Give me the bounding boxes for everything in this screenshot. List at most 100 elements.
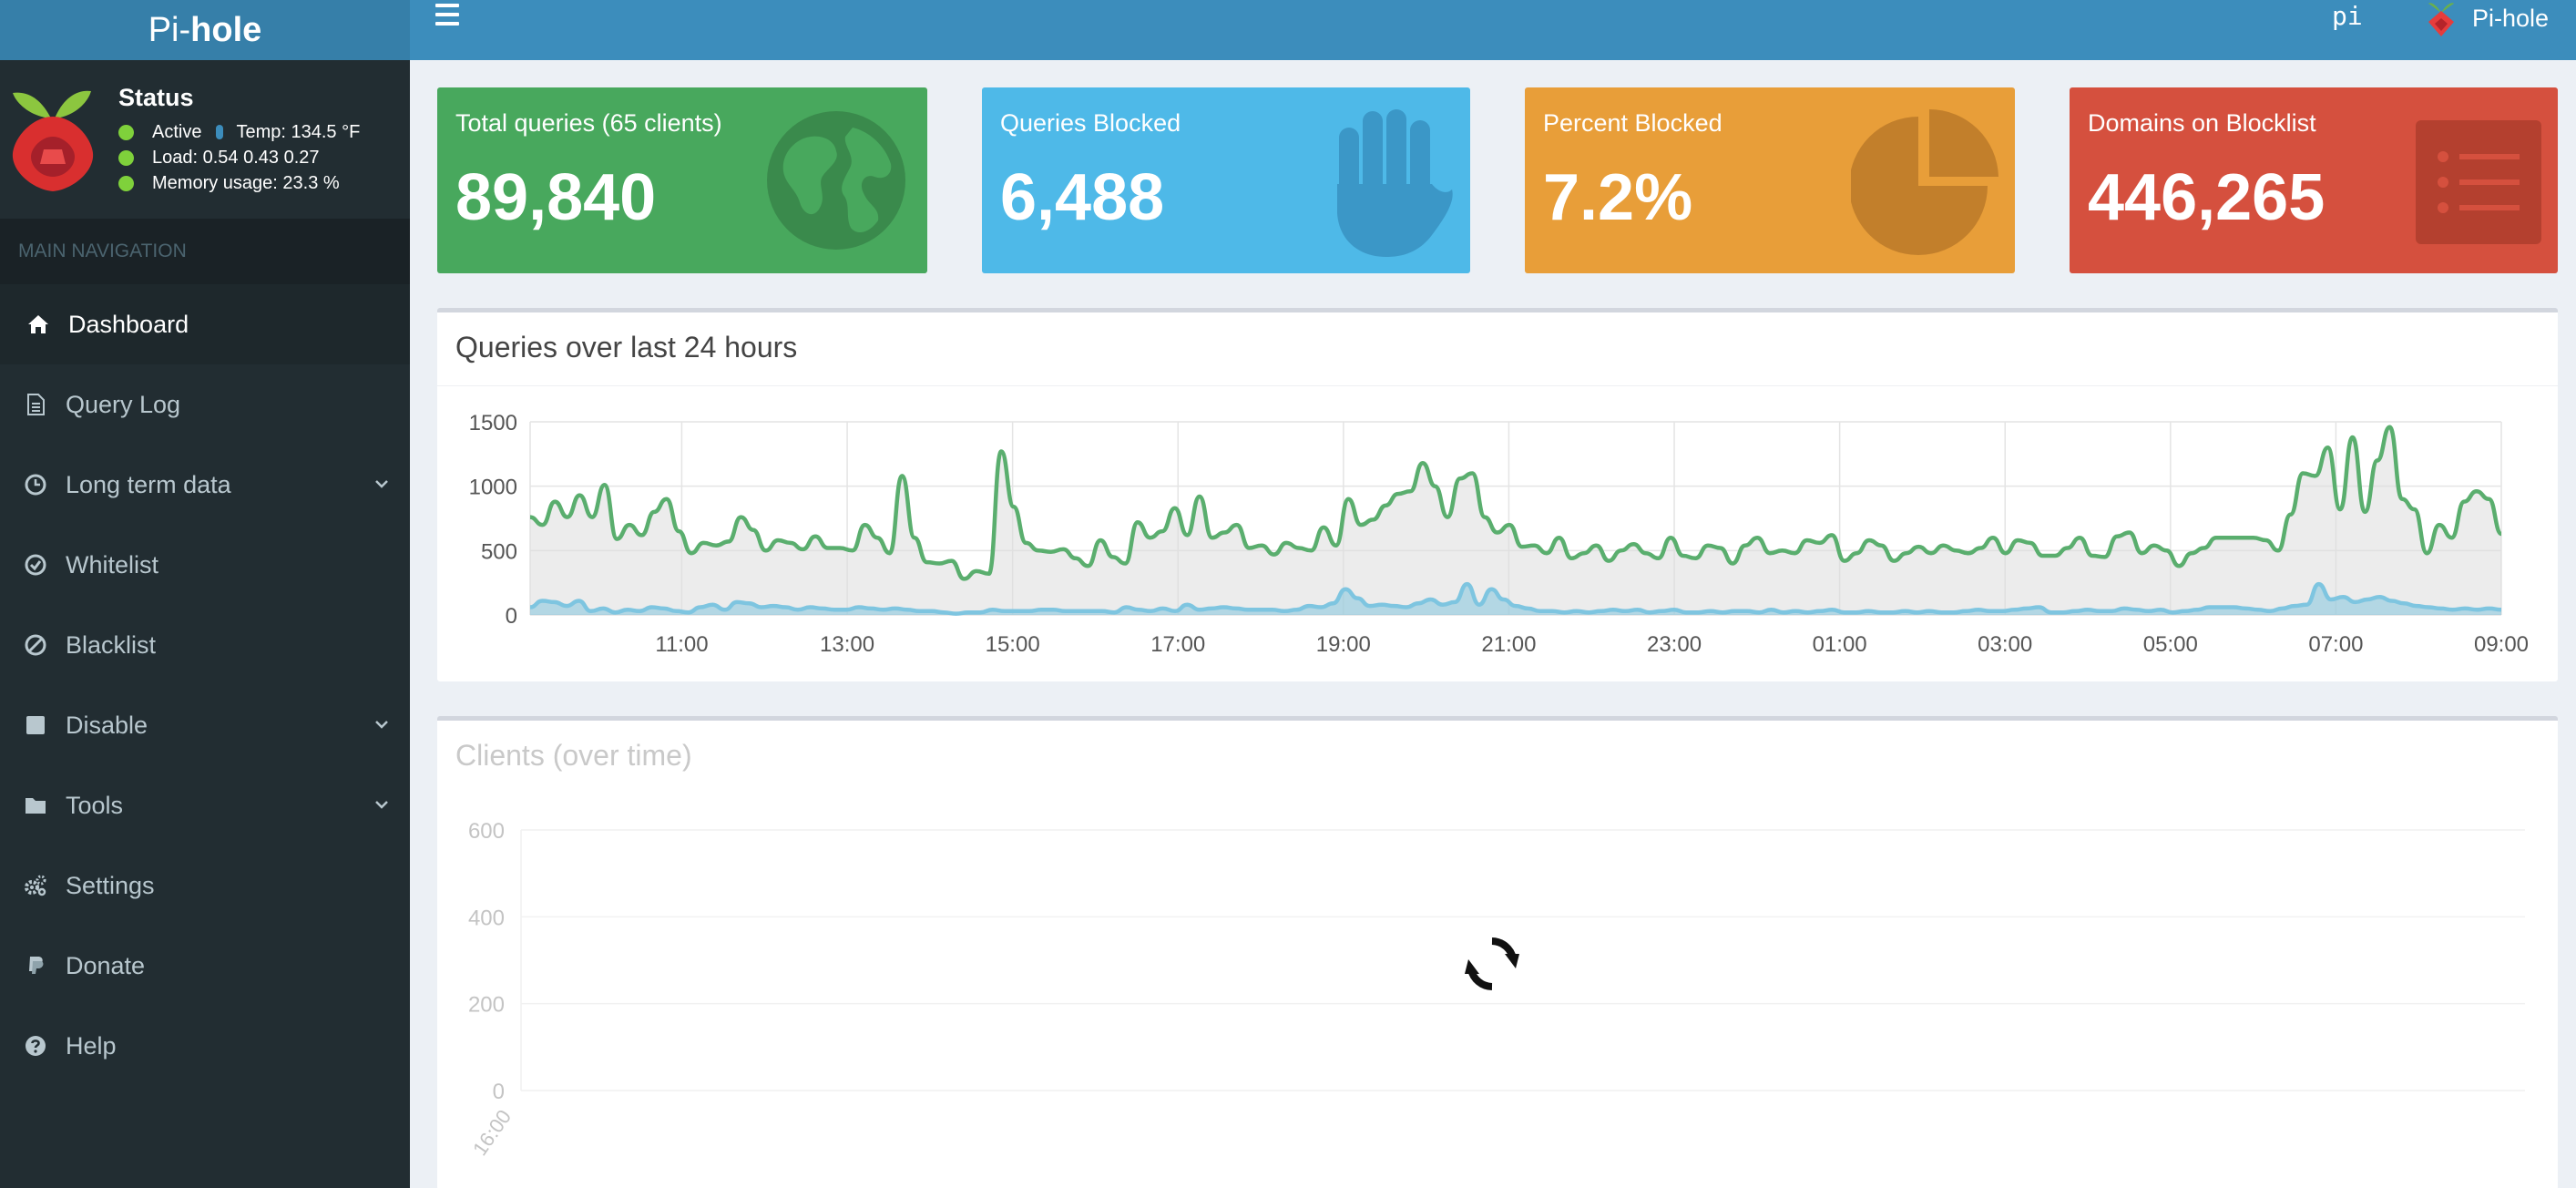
- status-memory: Memory usage: 23.3 %: [118, 170, 360, 196]
- y-tick-label: 500: [481, 539, 517, 564]
- nav-item-tools[interactable]: Tools: [0, 765, 410, 845]
- stat-value: 89,840: [455, 161, 657, 234]
- x-tick-label: 11:00: [655, 632, 708, 657]
- temp-value: Temp: 134.5 °F: [236, 121, 361, 142]
- percent-blocked-box[interactable]: Percent Blocked 7.2%: [1525, 87, 2015, 273]
- hand-icon: [1337, 109, 1453, 257]
- thermometer-icon: [216, 125, 224, 139]
- stat-value: 446,265: [2088, 161, 2326, 234]
- queries-chart-box: Queries over last 24 hours 0 500 1000 1500 1…: [437, 308, 2558, 681]
- user-menu[interactable]: Pi-hole: [2423, 0, 2549, 36]
- box-divider: [437, 385, 2558, 386]
- total-queries-box[interactable]: Total queries (65 clients) 89,840: [437, 87, 927, 273]
- x-tick-label: 17:00: [1150, 632, 1205, 657]
- nav-header: MAIN NAVIGATION: [0, 219, 410, 284]
- nav-item-query-log[interactable]: Query Log: [0, 364, 410, 445]
- app-logo[interactable]: Pi-hole: [0, 0, 410, 60]
- permitted-queries-area: [530, 426, 2501, 615]
- stat-label: Domains on Blocklist: [2088, 109, 2316, 137]
- queries-blocked-box[interactable]: Queries Blocked 6,488: [982, 87, 1470, 273]
- memory-dot-icon: [118, 175, 134, 191]
- nav-item-blacklist[interactable]: Blacklist: [0, 605, 410, 685]
- nav-item-help[interactable]: Help: [0, 1006, 410, 1086]
- nav-label: Long term data: [66, 470, 231, 498]
- globe-icon: [767, 111, 905, 250]
- list-icon: [2416, 120, 2541, 244]
- queries-chart[interactable]: 0 500 1000 1500 11:00 13:00 15:00 17:00 19:00 21:…: [437, 312, 2558, 681]
- x-tick-label: 21:00: [1481, 632, 1536, 657]
- logo-text-light: Pi-: [148, 10, 191, 49]
- chevron-down-icon[interactable]: [373, 796, 390, 813]
- nav-label: Donate: [66, 951, 146, 979]
- stat-value: 6,488: [1000, 161, 1165, 234]
- status-load: Load: 0.54 0.43 0.27: [118, 145, 360, 170]
- nav-item-whitelist[interactable]: Whitelist: [0, 525, 410, 605]
- status-panel: Status Active Temp: 134.5 °F Load: 0.54 …: [0, 60, 410, 219]
- nav-item-long-term-data[interactable]: Long term data: [0, 445, 410, 525]
- x-tick-label: 23:00: [1647, 632, 1702, 657]
- check-circle-icon: [24, 553, 47, 577]
- x-tick-label: 16:00: [468, 1106, 516, 1160]
- blocked-queries-line: [529, 581, 2502, 616]
- x-tick-label: 13:00: [820, 632, 874, 657]
- paypal-icon: [24, 954, 47, 978]
- clients-chart-title: Clients (over time): [455, 739, 692, 772]
- x-tick-label: 01:00: [1813, 632, 1867, 657]
- load-value: Load: 0.54 0.43 0.27: [152, 147, 320, 168]
- y-tick-label: 1000: [469, 476, 517, 500]
- status-title: Status: [118, 84, 194, 111]
- logo-text-bold: hole: [190, 10, 262, 49]
- domains-blocklist-box[interactable]: Domains on Blocklist 446,265: [2070, 87, 2558, 273]
- sidebar-toggle-icon[interactable]: [435, 4, 459, 26]
- nav-label: Whitelist: [66, 550, 159, 579]
- load-dot-icon: [118, 149, 134, 166]
- ban-icon: [24, 633, 47, 657]
- sidebar: Status Active Temp: 134.5 °F Load: 0.54 …: [0, 60, 410, 1188]
- nav-item-dashboard[interactable]: Dashboard: [0, 284, 410, 364]
- nav-label: Help: [66, 1031, 117, 1060]
- y-tick-label: 1500: [469, 411, 517, 435]
- nav-label: Tools: [66, 791, 124, 819]
- pihole-logo-icon: [12, 90, 94, 191]
- gears-icon: [24, 874, 47, 897]
- nav-label: Dashboard: [68, 310, 189, 338]
- stat-label: Total queries (65 clients): [455, 109, 722, 137]
- x-tick-label: 07:00: [2308, 632, 2363, 657]
- x-tick-label: 15:00: [986, 632, 1040, 657]
- clock-icon: [24, 473, 47, 497]
- active-dot-icon: [118, 124, 134, 140]
- y-tick-label: 0: [493, 1080, 505, 1104]
- x-tick-label: 03:00: [1978, 632, 2032, 657]
- nav-item-donate[interactable]: Donate: [0, 926, 410, 1006]
- chevron-down-icon[interactable]: [373, 716, 390, 732]
- pie-chart-icon: [1851, 108, 1998, 255]
- file-icon: [24, 393, 47, 416]
- nav-label: Settings: [66, 871, 155, 899]
- x-tick-label: 05:00: [2143, 632, 2198, 657]
- status-active: Active Temp: 134.5 °F: [118, 119, 360, 145]
- y-tick-label: 400: [468, 906, 505, 930]
- x-tick-label: 09:00: [2474, 632, 2529, 657]
- chevron-down-icon[interactable]: [373, 476, 390, 492]
- nav-label: Disable: [66, 711, 148, 739]
- nav-label: Blacklist: [66, 630, 157, 659]
- nav-list: Dashboard Query Log Long term data White…: [0, 284, 410, 1086]
- refresh-icon: [1465, 937, 1519, 990]
- active-label: Active: [152, 121, 202, 142]
- folder-icon: [24, 794, 47, 817]
- blocked-queries-area: [530, 584, 2501, 615]
- pihole-small-logo-icon: [2428, 3, 2454, 36]
- clients-chart-box: Clients (over time) 0 200 400 600 16:00: [437, 716, 2558, 1188]
- hostname: pi: [2332, 1, 2363, 31]
- y-tick-label: 600: [468, 819, 505, 844]
- nav-item-disable[interactable]: Disable: [0, 685, 410, 765]
- queries-chart-title: Queries over last 24 hours: [455, 331, 798, 364]
- x-tick-label: 19:00: [1316, 632, 1371, 657]
- nav-item-settings[interactable]: Settings: [0, 845, 410, 926]
- question-circle-icon: [24, 1034, 47, 1058]
- user-name: Pi-hole: [2472, 4, 2550, 32]
- y-tick-label: 200: [468, 993, 505, 1018]
- clients-chart[interactable]: 0 200 400 600 16:00: [437, 721, 2558, 1188]
- stat-value: 7.2%: [1543, 161, 1693, 234]
- permitted-queries-line: [529, 425, 2503, 581]
